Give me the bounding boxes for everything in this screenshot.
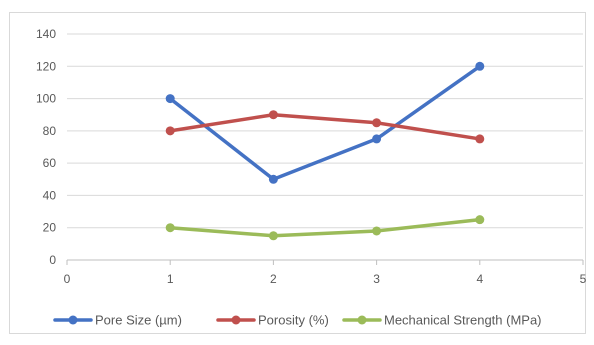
y-tick-label: 20 <box>43 221 57 235</box>
y-tick-label: 40 <box>43 188 57 202</box>
legend-swatch-marker <box>68 315 78 325</box>
data-point <box>268 231 278 241</box>
data-point <box>268 174 278 184</box>
series-layer <box>165 61 485 241</box>
series-line-2 <box>168 112 482 141</box>
data-point <box>268 110 278 120</box>
data-point <box>165 94 175 104</box>
legend-label: Mechanical Strength (MPa) <box>384 313 542 328</box>
y-tick-label: 0 <box>49 253 56 267</box>
legend-swatch-marker <box>357 315 367 325</box>
data-point <box>165 223 175 233</box>
data-point <box>475 134 485 144</box>
data-point <box>372 118 382 128</box>
data-point <box>475 215 485 225</box>
y-tick-label: 80 <box>43 124 57 138</box>
x-tick-label: 0 <box>64 272 71 286</box>
legend-label: Pore Size (µm) <box>95 313 182 328</box>
x-tick-label: 3 <box>373 272 380 286</box>
data-point <box>372 226 382 236</box>
x-tick-label: 1 <box>167 272 174 286</box>
x-tick-label: 5 <box>580 272 587 286</box>
data-point <box>475 61 485 71</box>
axes: 0 20 40 60 80 100 120 140 0 1 2 3 4 5 <box>36 27 587 286</box>
data-point <box>372 134 382 144</box>
data-point <box>165 126 175 136</box>
legend-label: Porosity (%) <box>258 313 329 328</box>
y-tick-label: 60 <box>43 156 57 170</box>
series-line-1 <box>168 64 482 182</box>
chart-frame <box>9 12 586 334</box>
y-tick-label: 120 <box>36 59 56 73</box>
x-tick-label: 2 <box>270 272 277 286</box>
x-tick-label: 4 <box>476 272 483 286</box>
series-line-3 <box>168 217 482 238</box>
legend-swatch-marker <box>231 315 241 325</box>
y-tick-label: 100 <box>36 92 56 106</box>
y-tick-label: 140 <box>36 27 56 41</box>
gridlines <box>67 33 583 229</box>
legend: Pore Size (µm) Porosity (%) Mechanical Str… <box>53 313 542 328</box>
